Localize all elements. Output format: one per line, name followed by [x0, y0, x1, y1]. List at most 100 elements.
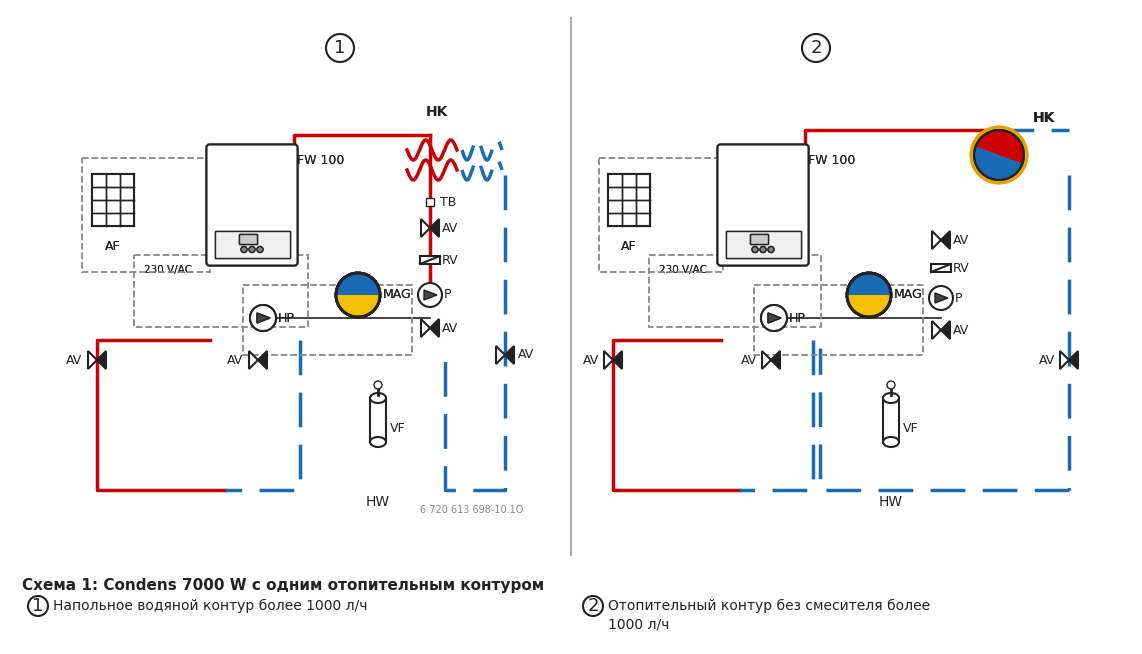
- Text: HW: HW: [879, 495, 903, 509]
- Polygon shape: [1060, 351, 1069, 369]
- Wedge shape: [337, 274, 379, 295]
- Text: AV: AV: [66, 354, 82, 366]
- Polygon shape: [932, 231, 941, 249]
- Bar: [754, 285, 923, 355]
- Text: 2: 2: [811, 39, 822, 57]
- Text: AV: AV: [442, 322, 458, 334]
- Bar: [93, 174, 134, 226]
- Text: AF: AF: [105, 240, 121, 253]
- Text: HP: HP: [789, 311, 806, 324]
- Circle shape: [249, 247, 255, 252]
- Text: AV: AV: [954, 324, 970, 337]
- Circle shape: [751, 247, 758, 252]
- Text: MAG: MAG: [894, 288, 923, 301]
- Text: RV: RV: [954, 262, 970, 275]
- Circle shape: [971, 127, 1027, 183]
- Text: Схема 1: Condens 7000 W с одним отопительным контуром: Схема 1: Condens 7000 W с одним отопител…: [22, 578, 544, 593]
- Text: AV: AV: [442, 222, 458, 235]
- Text: 230 V/AC: 230 V/AC: [659, 265, 707, 275]
- Bar: [883, 398, 899, 442]
- Bar: [370, 398, 386, 442]
- Circle shape: [759, 247, 766, 252]
- Ellipse shape: [370, 393, 386, 403]
- Text: MAG: MAG: [383, 288, 412, 301]
- Text: TB: TB: [440, 196, 457, 209]
- Circle shape: [241, 247, 247, 252]
- Bar: [243, 285, 412, 355]
- Text: P: P: [955, 292, 963, 305]
- Bar: [82, 158, 210, 272]
- Text: HW: HW: [365, 495, 391, 509]
- Polygon shape: [431, 319, 439, 337]
- Bar: [239, 233, 257, 243]
- Bar: [93, 174, 134, 226]
- Circle shape: [802, 34, 830, 62]
- Text: AV: AV: [1039, 354, 1055, 366]
- Polygon shape: [1069, 351, 1078, 369]
- Text: 1: 1: [335, 39, 346, 57]
- Text: P: P: [444, 288, 451, 301]
- Polygon shape: [249, 351, 258, 369]
- Text: VF: VF: [903, 421, 918, 434]
- Polygon shape: [769, 313, 781, 323]
- Text: AF: AF: [621, 240, 637, 253]
- Wedge shape: [337, 274, 379, 295]
- Text: 6 720 613 698-10.1O: 6 720 613 698-10.1O: [420, 505, 523, 515]
- Text: AF: AF: [105, 240, 121, 253]
- Text: 230 V/AC: 230 V/AC: [144, 265, 192, 275]
- Circle shape: [336, 273, 380, 317]
- Text: VF: VF: [391, 421, 405, 434]
- Wedge shape: [849, 295, 890, 316]
- Bar: [608, 174, 650, 226]
- Circle shape: [751, 247, 758, 252]
- Wedge shape: [337, 295, 379, 316]
- Circle shape: [257, 247, 263, 252]
- Bar: [215, 230, 290, 258]
- Bar: [600, 158, 723, 272]
- Text: 230 V/AC: 230 V/AC: [659, 265, 707, 275]
- Circle shape: [250, 305, 276, 331]
- Polygon shape: [769, 313, 781, 323]
- Circle shape: [928, 286, 954, 310]
- Polygon shape: [431, 219, 439, 237]
- FancyBboxPatch shape: [207, 145, 298, 266]
- Text: 230 V/AC: 230 V/AC: [144, 265, 192, 275]
- Circle shape: [769, 247, 774, 252]
- Circle shape: [249, 247, 255, 252]
- Text: MAG: MAG: [383, 288, 412, 301]
- Circle shape: [847, 273, 891, 317]
- Bar: [426, 198, 434, 206]
- Bar: [134, 255, 308, 327]
- Circle shape: [759, 247, 766, 252]
- FancyBboxPatch shape: [207, 145, 298, 266]
- Wedge shape: [849, 274, 890, 295]
- Text: AF: AF: [621, 240, 637, 253]
- Text: AV: AV: [518, 349, 534, 362]
- Text: HK: HK: [426, 105, 448, 119]
- Text: AV: AV: [741, 354, 757, 366]
- Polygon shape: [88, 351, 97, 369]
- Bar: [750, 233, 769, 243]
- Text: FW 100: FW 100: [809, 154, 855, 167]
- Ellipse shape: [883, 393, 899, 403]
- Polygon shape: [257, 313, 270, 323]
- Text: Напольное водяной контур более 1000 л/ч: Напольное водяной контур более 1000 л/ч: [53, 599, 368, 613]
- Text: 2: 2: [587, 597, 598, 615]
- Circle shape: [761, 305, 787, 331]
- Circle shape: [325, 34, 354, 62]
- Text: HK: HK: [1034, 111, 1055, 125]
- Text: HP: HP: [789, 311, 806, 324]
- Polygon shape: [258, 351, 267, 369]
- Text: RV: RV: [442, 254, 459, 266]
- Bar: [608, 174, 650, 226]
- Wedge shape: [974, 146, 1022, 180]
- Text: Отопительный контур без смесителя более: Отопительный контур без смесителя более: [608, 599, 930, 613]
- FancyBboxPatch shape: [717, 145, 809, 266]
- Polygon shape: [496, 346, 505, 364]
- FancyBboxPatch shape: [717, 145, 809, 266]
- Polygon shape: [421, 219, 431, 237]
- Circle shape: [887, 381, 895, 389]
- Text: HK: HK: [1034, 111, 1055, 125]
- Circle shape: [761, 305, 787, 331]
- Bar: [931, 264, 951, 272]
